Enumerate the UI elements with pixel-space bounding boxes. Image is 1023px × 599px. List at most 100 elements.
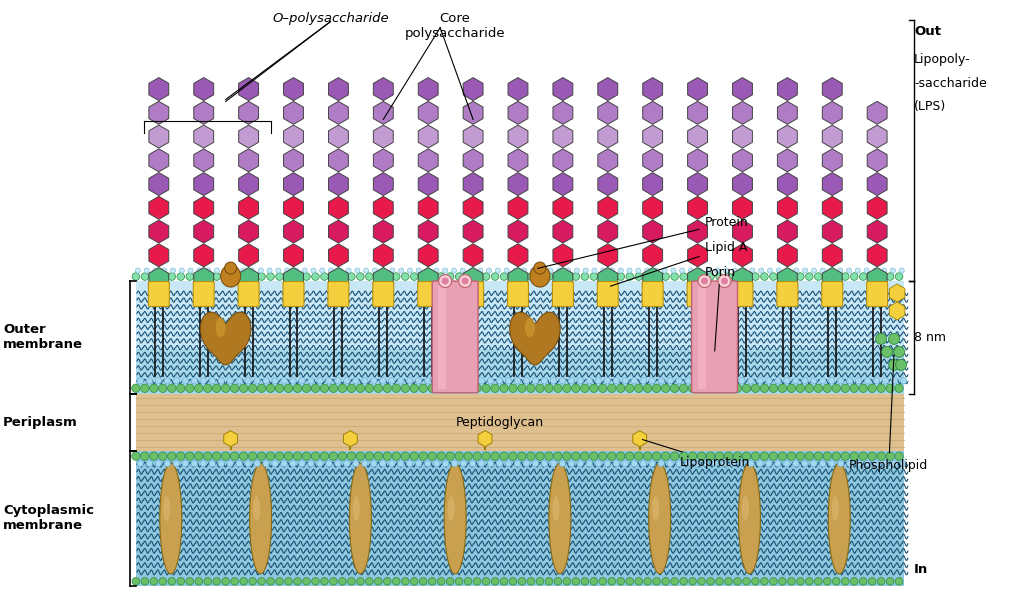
Circle shape xyxy=(290,461,297,467)
Polygon shape xyxy=(822,196,842,219)
Circle shape xyxy=(553,452,562,460)
Circle shape xyxy=(873,268,878,273)
Circle shape xyxy=(464,577,472,585)
FancyBboxPatch shape xyxy=(732,282,753,307)
Circle shape xyxy=(249,273,257,280)
Polygon shape xyxy=(642,244,663,267)
Circle shape xyxy=(707,577,714,585)
Circle shape xyxy=(718,274,731,288)
Circle shape xyxy=(353,461,359,467)
Circle shape xyxy=(508,384,518,392)
Circle shape xyxy=(635,577,642,585)
Circle shape xyxy=(258,452,266,460)
Circle shape xyxy=(769,384,777,392)
FancyBboxPatch shape xyxy=(776,282,798,307)
Circle shape xyxy=(743,384,751,392)
Circle shape xyxy=(671,577,678,585)
Circle shape xyxy=(715,268,720,273)
FancyBboxPatch shape xyxy=(372,282,394,307)
Circle shape xyxy=(566,268,571,273)
Text: Cytoplasmic
membrane: Cytoplasmic membrane xyxy=(3,504,94,533)
Circle shape xyxy=(425,461,431,467)
Circle shape xyxy=(299,461,305,467)
Circle shape xyxy=(173,377,179,384)
Polygon shape xyxy=(732,196,752,219)
Circle shape xyxy=(613,377,620,384)
Text: Protein: Protein xyxy=(538,216,748,268)
Circle shape xyxy=(694,461,701,467)
Circle shape xyxy=(634,452,642,460)
Ellipse shape xyxy=(160,463,182,574)
Circle shape xyxy=(491,273,499,280)
Circle shape xyxy=(390,268,395,273)
Circle shape xyxy=(299,377,305,384)
Circle shape xyxy=(284,273,293,280)
Circle shape xyxy=(805,452,813,460)
Circle shape xyxy=(743,452,751,460)
Circle shape xyxy=(221,384,230,392)
Circle shape xyxy=(365,273,373,280)
Circle shape xyxy=(679,268,684,273)
Circle shape xyxy=(900,461,906,467)
Circle shape xyxy=(890,268,895,273)
Circle shape xyxy=(568,377,575,384)
Circle shape xyxy=(545,273,552,280)
Circle shape xyxy=(855,461,862,467)
Circle shape xyxy=(470,377,476,384)
Circle shape xyxy=(748,461,754,467)
Circle shape xyxy=(697,268,703,273)
Circle shape xyxy=(504,268,509,273)
Circle shape xyxy=(874,377,880,384)
Polygon shape xyxy=(553,220,573,243)
Circle shape xyxy=(583,268,588,273)
Circle shape xyxy=(819,377,826,384)
Circle shape xyxy=(276,577,283,585)
Circle shape xyxy=(563,577,571,585)
Polygon shape xyxy=(777,268,797,291)
Polygon shape xyxy=(777,196,797,219)
Circle shape xyxy=(231,577,238,585)
Circle shape xyxy=(640,461,647,467)
Circle shape xyxy=(470,461,476,467)
Circle shape xyxy=(335,461,341,467)
Circle shape xyxy=(581,273,588,280)
Circle shape xyxy=(627,268,632,273)
Circle shape xyxy=(859,273,866,280)
Circle shape xyxy=(410,384,418,392)
Ellipse shape xyxy=(534,262,546,274)
Circle shape xyxy=(218,377,224,384)
Circle shape xyxy=(788,273,795,280)
Circle shape xyxy=(460,461,466,467)
Circle shape xyxy=(712,461,718,467)
Polygon shape xyxy=(418,220,438,243)
Circle shape xyxy=(446,577,454,585)
Circle shape xyxy=(182,377,188,384)
Polygon shape xyxy=(238,125,259,148)
Circle shape xyxy=(618,268,623,273)
Polygon shape xyxy=(463,101,483,125)
Circle shape xyxy=(401,384,409,392)
Circle shape xyxy=(610,268,615,273)
Circle shape xyxy=(365,384,373,392)
Circle shape xyxy=(824,273,831,280)
Bar xyxy=(136,450,904,586)
Circle shape xyxy=(572,577,580,585)
Circle shape xyxy=(767,268,772,273)
Circle shape xyxy=(761,577,768,585)
Circle shape xyxy=(662,452,670,460)
Circle shape xyxy=(213,577,221,585)
Polygon shape xyxy=(283,244,304,267)
Circle shape xyxy=(733,384,742,392)
Circle shape xyxy=(140,452,149,460)
Circle shape xyxy=(544,384,553,392)
Circle shape xyxy=(406,377,413,384)
Circle shape xyxy=(213,273,221,280)
FancyBboxPatch shape xyxy=(642,282,663,307)
Circle shape xyxy=(267,268,272,273)
Polygon shape xyxy=(777,78,797,101)
Circle shape xyxy=(649,377,656,384)
Circle shape xyxy=(688,268,694,273)
Circle shape xyxy=(581,452,589,460)
Circle shape xyxy=(177,577,184,585)
Circle shape xyxy=(751,384,760,392)
